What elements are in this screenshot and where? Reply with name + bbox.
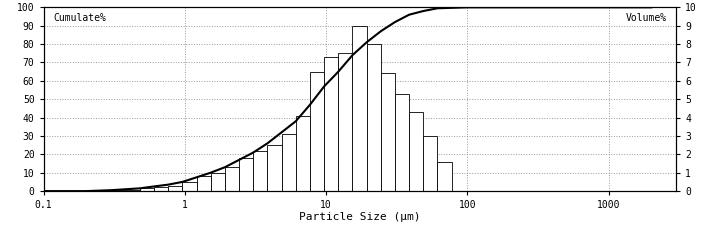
X-axis label: Particle Size (μm): Particle Size (μm): [299, 211, 421, 221]
Bar: [168, 186, 182, 191]
Bar: [296, 116, 310, 191]
Bar: [353, 26, 366, 191]
Bar: [153, 187, 168, 191]
Bar: [111, 190, 126, 191]
Bar: [395, 94, 409, 191]
Bar: [438, 162, 451, 191]
Text: Volume%: Volume%: [625, 13, 667, 23]
Bar: [239, 158, 253, 191]
Bar: [324, 57, 338, 191]
Bar: [268, 145, 281, 191]
Bar: [126, 190, 140, 191]
Bar: [409, 112, 423, 191]
Bar: [366, 44, 381, 191]
Bar: [338, 53, 353, 191]
Bar: [182, 182, 196, 191]
Bar: [211, 173, 225, 191]
Bar: [196, 176, 211, 191]
Bar: [381, 74, 395, 191]
Bar: [423, 136, 438, 191]
Bar: [225, 167, 239, 191]
Bar: [253, 151, 268, 191]
Text: Cumulate%: Cumulate%: [53, 13, 106, 23]
Bar: [310, 72, 324, 191]
Bar: [281, 134, 296, 191]
Bar: [140, 188, 153, 191]
